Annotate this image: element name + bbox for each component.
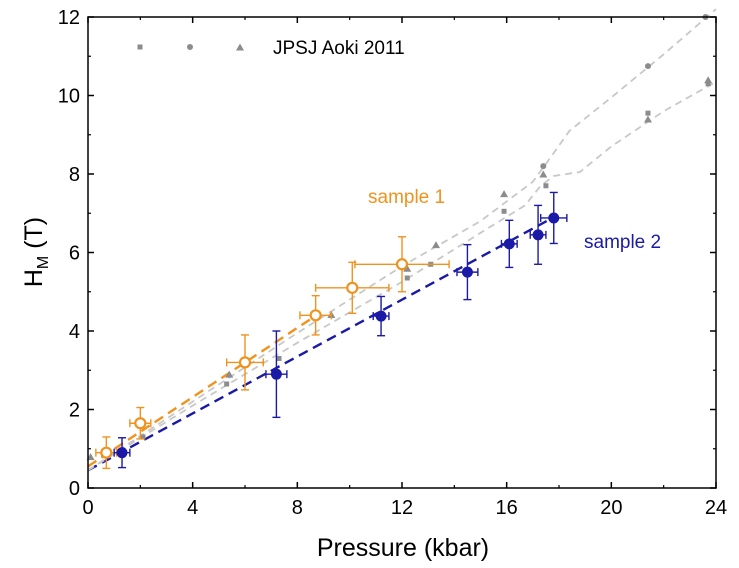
legend: JPSJ Aoki 2011 (137, 38, 405, 59)
reference-circle-point (644, 63, 651, 70)
x-axis-title: Pressure (kbar) (317, 534, 489, 562)
legend-label: JPSJ Aoki 2011 (273, 38, 405, 59)
legend-square-icon (137, 44, 143, 50)
x-tick-label: 4 (187, 497, 198, 519)
reference-square-point (224, 381, 230, 387)
y-axis-title: HM (T) (20, 217, 52, 287)
y-tick-label: 10 (58, 86, 80, 108)
y-tick-label: 2 (69, 400, 80, 422)
x-tick-label: 20 (600, 497, 622, 519)
x-tick-label: 8 (292, 497, 303, 519)
reference-triangle-point (539, 170, 548, 178)
reference-triangle-point (704, 76, 713, 84)
sample-1-point (238, 356, 252, 369)
sample-2-annotation: sample 2 (584, 232, 661, 253)
reference-square-point (276, 355, 282, 361)
sample-1-point (395, 258, 409, 271)
sample-2-point (461, 266, 473, 278)
sample-2-point (532, 229, 544, 241)
x-tick-label: 16 (496, 497, 518, 519)
x-tick-label: 0 (82, 497, 93, 519)
sample-1-point (134, 417, 147, 430)
reference-square-point (140, 434, 146, 440)
reference-circle-point (540, 163, 547, 170)
sample-points (95, 191, 568, 470)
sample-2-point (548, 212, 560, 224)
fit-line-2 (87, 8, 717, 472)
sample-1-annotation: sample 1 (368, 187, 445, 208)
x-tick-label: 24 (705, 497, 727, 519)
reference-square-point (705, 81, 711, 87)
legend-triangle-icon (236, 43, 244, 51)
y-tick-label: 4 (69, 321, 80, 343)
reference-triangle-point (432, 241, 441, 249)
reference-triangle-point (403, 264, 412, 272)
reference-triangle-point (225, 370, 234, 378)
fit-lines (87, 8, 717, 472)
fit-line-3 (87, 81, 717, 472)
sample-2-point (270, 368, 282, 380)
fit-line-1 (87, 216, 555, 472)
y-tick-label: 6 (69, 243, 80, 265)
y-tick-label: 12 (58, 7, 80, 29)
legend-circle-icon (187, 44, 193, 50)
sample-1-point (346, 281, 359, 294)
y-tick-label: 0 (69, 478, 80, 500)
sample-1-point (100, 446, 113, 459)
reference-square-point (501, 208, 507, 214)
sample-1-point (309, 309, 322, 322)
reference-triangle-point (500, 190, 509, 198)
y-tick-label: 8 (69, 164, 80, 186)
reference-square-point (543, 183, 549, 189)
sample-2-point (375, 310, 387, 322)
sample-2-point (116, 447, 128, 459)
reference-square-point (645, 110, 651, 116)
fit-line-0 (87, 318, 312, 468)
reference-triangle-point (643, 115, 652, 123)
reference-square-point (404, 275, 410, 281)
sample-2-point (503, 238, 515, 250)
x-tick-label: 12 (391, 497, 413, 519)
